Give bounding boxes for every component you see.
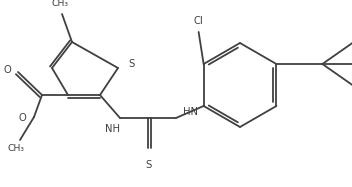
- Text: S: S: [145, 160, 151, 170]
- Text: O: O: [18, 113, 26, 123]
- Text: CH₃: CH₃: [51, 0, 69, 8]
- Text: S: S: [128, 59, 134, 69]
- Text: O: O: [3, 65, 11, 75]
- Text: Cl: Cl: [194, 16, 203, 26]
- Text: HN: HN: [183, 107, 198, 117]
- Text: CH₃: CH₃: [7, 144, 25, 153]
- Text: NH: NH: [105, 124, 119, 134]
